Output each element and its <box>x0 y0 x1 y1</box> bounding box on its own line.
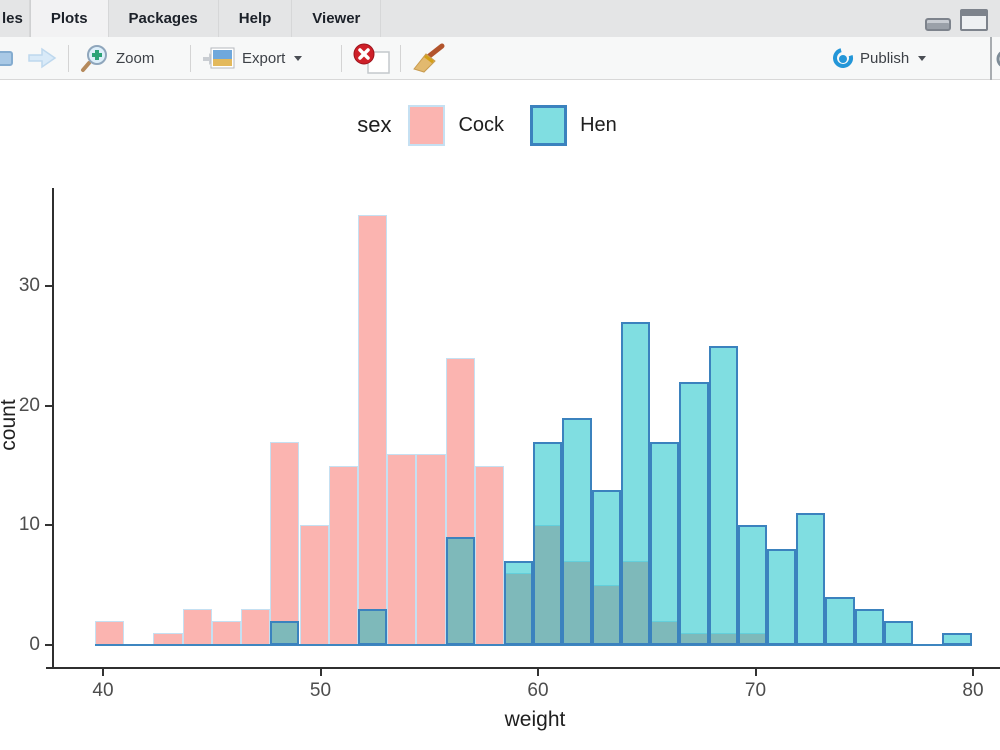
bar-hen <box>445 537 475 645</box>
plots-toolbar: Zoom Export <box>0 37 1000 80</box>
clear-all-plots-button[interactable] <box>410 37 446 79</box>
y-tick-mark <box>45 524 52 527</box>
x-tick-label: 60 <box>527 680 549 701</box>
bar-hen <box>650 441 680 645</box>
bar-hen <box>591 489 621 645</box>
chart-legend: sex Cock Hen <box>0 101 1000 149</box>
pane-tab-bar: les Plots Packages Help Viewer <box>0 0 1000 37</box>
export-image-icon <box>203 47 235 68</box>
x-tick-mark <box>537 669 539 676</box>
bar-hen <box>854 609 884 645</box>
bar-cock <box>94 621 125 645</box>
bar-cock <box>474 465 505 645</box>
export-button[interactable]: Export <box>202 37 303 79</box>
bar-cock <box>387 453 417 645</box>
back-plot-button[interactable] <box>0 37 14 79</box>
bar-cock <box>416 453 446 645</box>
y-tick-mark <box>45 404 52 407</box>
x-tick-mark <box>319 669 322 676</box>
tab-files-partial[interactable]: les <box>0 0 30 37</box>
bar-hen <box>620 322 651 645</box>
y-tick-mark <box>45 644 52 646</box>
bar-hen <box>942 633 972 645</box>
bar-hen <box>270 621 300 645</box>
legend-key-hen <box>530 104 568 146</box>
publish-button[interactable]: Publish <box>832 37 927 79</box>
x-tick-label: 50 <box>309 680 332 701</box>
bar-hen <box>504 561 534 645</box>
remove-plot-button[interactable] <box>352 37 392 79</box>
y-tick-label: 30 <box>18 275 40 297</box>
legend-label-hen: Hen <box>580 113 617 136</box>
bar-hen <box>737 525 768 645</box>
toolbar-separator <box>400 45 401 72</box>
y-tick-label: 20 <box>18 394 40 416</box>
x-tick-label: 80 <box>962 680 984 701</box>
publish-button-label: Publish <box>860 49 910 67</box>
toolbar-separator <box>190 45 191 72</box>
pane-divider <box>990 37 992 80</box>
tab-packages[interactable]: Packages <box>109 0 219 37</box>
bar-hen <box>679 381 709 645</box>
bar-cock <box>299 525 329 645</box>
x-tick-mark <box>102 669 104 676</box>
tab-plots[interactable]: Plots <box>29 0 109 37</box>
back-arrow-icon <box>0 51 13 66</box>
legend-title: sex <box>357 112 392 137</box>
forward-arrow-icon <box>28 47 57 69</box>
y-tick-mark <box>45 285 52 288</box>
legend-key-cock <box>408 104 446 146</box>
export-caret-icon <box>294 55 303 61</box>
export-button-label: Export <box>242 49 286 67</box>
zoom-button-label: Zoom <box>116 49 155 67</box>
bar-hen <box>562 417 592 645</box>
bar-hen <box>796 513 826 645</box>
bar-hen <box>825 597 855 645</box>
x-axis-title: weight <box>504 708 566 731</box>
bar-cock <box>182 609 212 645</box>
tab-viewer[interactable]: Viewer <box>292 0 382 37</box>
y-tick-label: 0 <box>29 634 40 655</box>
x-tick-mark <box>972 669 974 676</box>
bar-hen <box>533 441 563 645</box>
bar-hen <box>708 346 738 645</box>
bar-hen <box>883 621 914 645</box>
toolbar-separator <box>341 45 342 72</box>
remove-plot-icon <box>353 43 390 74</box>
bar-cock <box>270 441 300 645</box>
bar-cock <box>328 465 358 645</box>
bar-hen <box>767 549 797 645</box>
x-tick-mark <box>754 669 757 676</box>
x-tick-label: 70 <box>744 680 767 701</box>
x-axis-line <box>46 667 1000 669</box>
publish-caret-icon <box>918 55 927 61</box>
toolbar-separator <box>68 45 69 72</box>
refresh-icon <box>996 51 1000 67</box>
maximize-pane-button[interactable] <box>960 9 988 31</box>
zero-count-baseline <box>94 644 972 646</box>
bar-cock <box>357 214 388 645</box>
bar-cock <box>211 621 242 645</box>
minimize-pane-button[interactable] <box>925 18 951 31</box>
bar-hen <box>357 609 388 645</box>
forward-plot-button[interactable] <box>26 37 58 79</box>
tab-help[interactable]: Help <box>219 0 293 37</box>
zoom-button[interactable]: Zoom <box>80 37 154 79</box>
publish-icon <box>833 48 853 68</box>
y-tick-label: 10 <box>18 514 40 536</box>
x-tick-label: 40 <box>92 680 114 701</box>
broom-icon <box>413 43 445 73</box>
legend-label-cock: Cock <box>458 113 505 136</box>
y-axis-line <box>52 188 54 669</box>
bar-cock <box>241 609 271 645</box>
zoom-magnifier-icon <box>81 44 107 72</box>
